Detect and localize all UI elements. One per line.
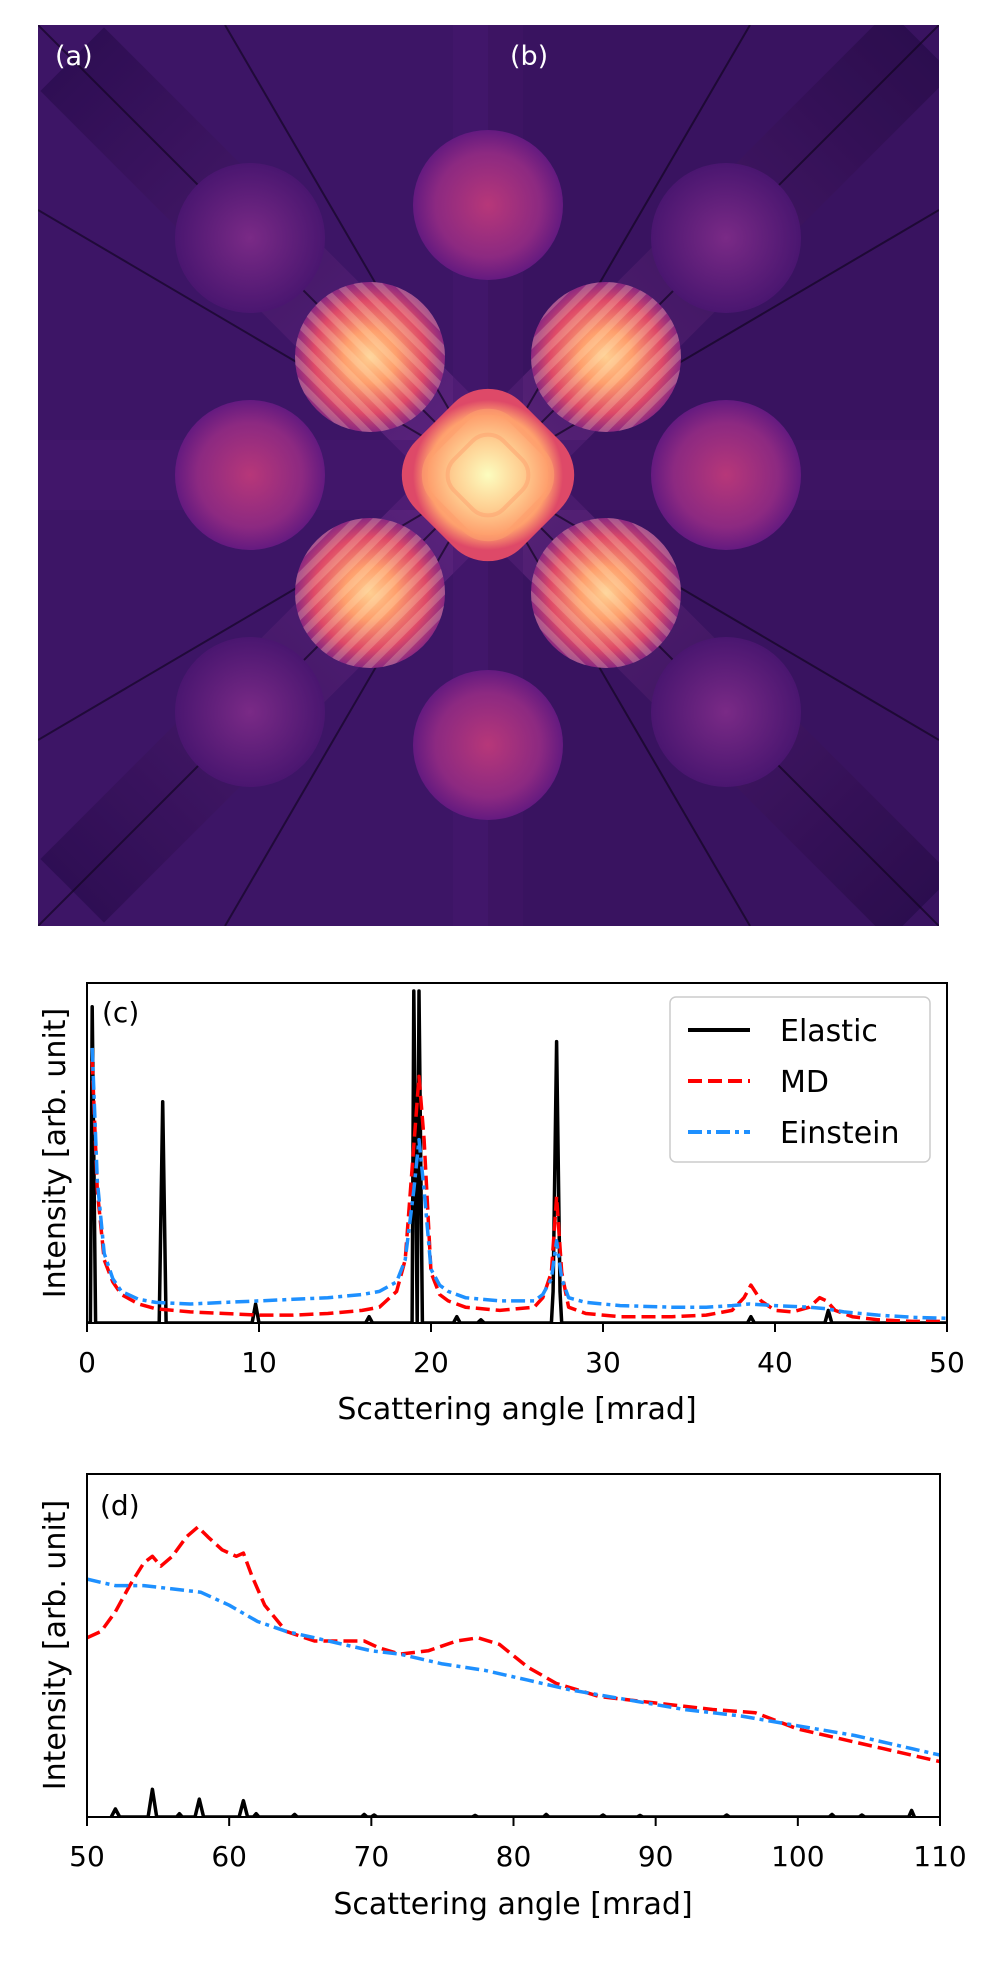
legend-box — [669, 996, 931, 1163]
x-tick-label-d-60: 60 — [211, 1840, 247, 1873]
panel-c-label: (c) — [102, 996, 139, 1029]
chart-c: 0 10 20 30 40 50 (c) Scattering angle [mrad] … — [38, 982, 965, 1427]
chart-c-frame — [86, 982, 948, 1324]
panel-d-label: (d) — [100, 1489, 140, 1522]
x-tick-label-d-70: 70 — [354, 1840, 390, 1873]
x-tick-label-c-30: 30 — [585, 1346, 621, 1379]
series-line-md-d — [87, 1525, 940, 1764]
x-tick-label-d-50: 50 — [69, 1840, 105, 1873]
chart-d-xlabel: Scattering angle [mrad] — [333, 1887, 692, 1922]
series-line-md-c — [90, 1060, 947, 1323]
x-tick-label-c-10: 10 — [241, 1346, 277, 1379]
series-line-einstein-c — [90, 1047, 947, 1321]
x-tick-label-c-50: 50 — [929, 1346, 965, 1379]
x-tick-label-c-20: 20 — [413, 1346, 449, 1379]
x-tick-label-d-90: 90 — [638, 1840, 674, 1873]
diffraction-discs — [175, 130, 801, 820]
chart-c-ylabel: Intensity [arb. unit] — [38, 1008, 73, 1298]
x-tick-label-d-100: 100 — [771, 1840, 824, 1873]
panel-a-label: (a) — [55, 41, 93, 72]
series-line-elastic-c — [87, 989, 947, 1323]
legend-label-elastic: Elastic — [780, 1014, 878, 1049]
panel-b-label: (b) — [510, 41, 548, 72]
legend-label-md: MD — [780, 1065, 829, 1100]
chart-c-xlabel: Scattering angle [mrad] — [337, 1392, 696, 1427]
x-tick-label-d-110: 110 — [913, 1840, 966, 1873]
series-line-elastic-d — [109, 1787, 917, 1817]
x-tick-label-d-80: 80 — [496, 1840, 532, 1873]
chart-d-ylabel: Intensity [arb. unit] — [38, 1500, 73, 1790]
legend-label-einstein: Einstein — [780, 1116, 900, 1151]
x-tick-label-c-0: 0 — [78, 1346, 96, 1379]
series-line-einstein-d — [87, 1577, 940, 1757]
chart-d: 50 60 70 80 90 100 110 (d) Scattering angle [m… — [38, 1473, 967, 1922]
chart-c-legend: Elastic MD Einstein — [669, 996, 931, 1163]
x-tick-label-c-40: 40 — [757, 1346, 793, 1379]
central-disc — [401, 388, 575, 562]
chart-d-frame — [86, 1473, 941, 1818]
diffraction-image — [38, 25, 939, 926]
